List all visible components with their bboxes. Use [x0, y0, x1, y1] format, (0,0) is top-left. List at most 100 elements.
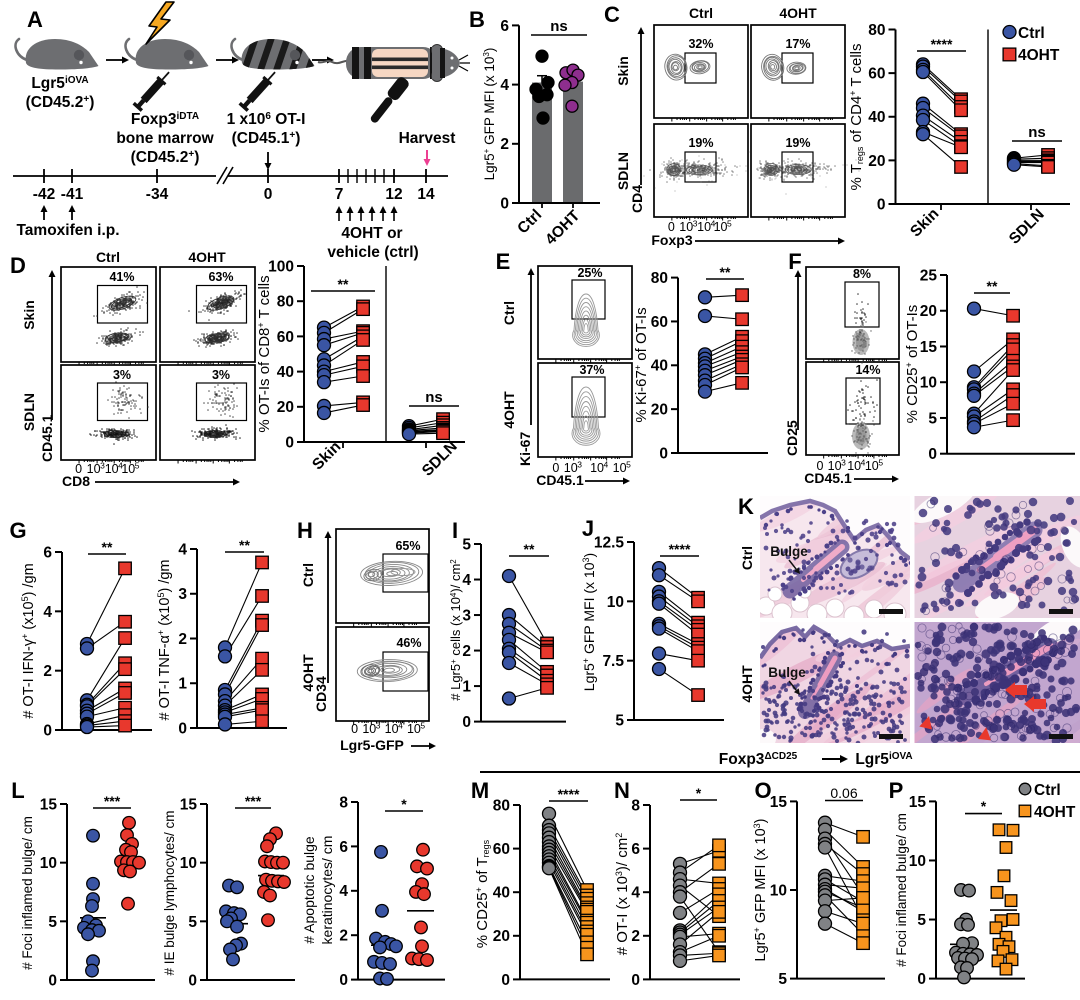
svg-text:5: 5 — [626, 460, 631, 470]
svg-text:CD45.1: CD45.1 — [39, 414, 55, 462]
svg-text:Skin: Skin — [615, 56, 631, 86]
svg-text:4OHT: 4OHT — [739, 665, 755, 703]
svg-text:3: 3 — [577, 460, 582, 470]
svg-text:F: F — [788, 249, 801, 274]
svg-text:1: 1 — [178, 676, 187, 693]
svg-text:0: 0 — [188, 972, 197, 989]
svg-text:7.5: 7.5 — [602, 653, 624, 670]
svg-text:12: 12 — [385, 186, 402, 203]
svg-text:4OHT: 4OHT — [501, 391, 517, 429]
svg-text:20: 20 — [920, 303, 937, 320]
svg-text:Tamoxifen i.p.: Tamoxifen i.p. — [16, 222, 119, 239]
svg-text:40: 40 — [651, 358, 668, 375]
svg-text:6: 6 — [500, 18, 509, 35]
svg-text:46%: 46% — [396, 636, 421, 650]
svg-text:Lgr5-GFP: Lgr5-GFP — [340, 737, 404, 753]
svg-text:CD34: CD34 — [313, 676, 329, 712]
svg-text:2: 2 — [500, 136, 509, 153]
svg-text:0: 0 — [500, 195, 509, 212]
svg-text:60: 60 — [651, 314, 668, 331]
svg-text:5: 5 — [188, 914, 197, 931]
svg-text:Ctrl: Ctrl — [96, 249, 120, 265]
svg-text:# OT-I IFN-γ+ (x105) /gm: # OT-I IFN-γ+ (x105) /gm — [20, 563, 37, 718]
svg-text:10: 10 — [180, 855, 197, 872]
svg-text:2: 2 — [339, 928, 348, 945]
svg-text:# Apoptotic bulge: # Apoptotic bulge — [301, 836, 317, 944]
svg-text:10: 10 — [607, 594, 624, 611]
svg-text:7: 7 — [335, 186, 344, 203]
svg-text:60: 60 — [868, 66, 885, 83]
svg-text:4: 4 — [604, 460, 609, 470]
svg-text:14: 14 — [417, 186, 435, 203]
svg-text:4: 4 — [462, 572, 471, 589]
svg-text:6: 6 — [339, 839, 348, 856]
svg-text:25: 25 — [920, 267, 938, 284]
svg-text:4: 4 — [43, 604, 52, 621]
svg-text:0: 0 — [877, 196, 886, 213]
svg-text:D: D — [10, 253, 26, 278]
svg-text:5: 5 — [928, 410, 937, 427]
svg-text:17%: 17% — [785, 37, 810, 51]
svg-text:10: 10 — [40, 855, 57, 872]
svg-text:0: 0 — [264, 186, 273, 203]
svg-text:SDLN: SDLN — [615, 152, 631, 190]
svg-text:63%: 63% — [208, 270, 233, 284]
svg-text:32%: 32% — [688, 37, 713, 51]
svg-text:B: B — [469, 7, 485, 32]
svg-text:40: 40 — [868, 109, 885, 126]
svg-text:0: 0 — [462, 714, 471, 731]
svg-text:14%: 14% — [855, 363, 880, 377]
svg-text:4OHT or: 4OHT or — [341, 225, 402, 242]
svg-text:3: 3 — [462, 607, 471, 624]
svg-text:ns: ns — [425, 389, 443, 406]
svg-text:E: E — [496, 249, 511, 274]
svg-text:19%: 19% — [688, 136, 713, 150]
svg-text:10: 10 — [613, 461, 627, 475]
svg-text:3%: 3% — [113, 368, 131, 382]
svg-text:60: 60 — [277, 329, 294, 346]
svg-text:15: 15 — [180, 796, 198, 813]
svg-text:10: 10 — [697, 220, 711, 234]
svg-text:5: 5 — [420, 721, 425, 731]
svg-text:15: 15 — [40, 796, 58, 813]
svg-text:4: 4 — [339, 883, 348, 900]
svg-text:Ctrl: Ctrl — [501, 301, 517, 325]
svg-text:80: 80 — [277, 294, 294, 311]
svg-text:Foxp3: Foxp3 — [651, 232, 692, 248]
svg-text:0: 0 — [178, 720, 187, 737]
svg-text:-41: -41 — [61, 186, 84, 203]
svg-text:**: ** — [720, 264, 731, 280]
svg-text:CD4: CD4 — [629, 185, 645, 213]
svg-text:1: 1 — [462, 679, 471, 696]
svg-text:6: 6 — [43, 544, 52, 561]
svg-text:8%: 8% — [853, 267, 871, 281]
svg-text:80: 80 — [651, 270, 668, 287]
svg-text:37%: 37% — [579, 363, 604, 377]
svg-text:-34: -34 — [146, 186, 169, 203]
svg-text:I: I — [452, 518, 458, 543]
svg-text:15: 15 — [920, 339, 938, 356]
svg-text:J: J — [582, 516, 594, 541]
svg-text:# Foci inflamed bulge/ cm: # Foci inflamed bulge/ cm — [20, 816, 35, 970]
svg-text:80: 80 — [868, 22, 885, 39]
svg-text:19%: 19% — [785, 136, 810, 150]
svg-text:***: *** — [245, 793, 262, 809]
svg-text:10: 10 — [590, 461, 604, 475]
svg-text:4OHT: 4OHT — [188, 249, 226, 265]
svg-text:****: **** — [669, 541, 691, 557]
svg-text:L: L — [11, 778, 24, 803]
svg-text:10: 10 — [121, 462, 135, 476]
svg-text:10: 10 — [105, 462, 119, 476]
svg-text:Bulge: Bulge — [768, 665, 806, 680]
svg-text:12.5: 12.5 — [594, 534, 625, 551]
svg-text:0: 0 — [659, 445, 668, 462]
svg-text:# IE bulge lymphocytes/ cm: # IE bulge lymphocytes/ cm — [162, 810, 177, 975]
svg-text:2: 2 — [462, 643, 471, 660]
svg-text:Harvest: Harvest — [399, 130, 456, 147]
svg-text:25%: 25% — [577, 266, 602, 280]
svg-text:CD45.1: CD45.1 — [536, 472, 584, 488]
svg-text:0: 0 — [928, 446, 937, 463]
svg-text:**: ** — [239, 537, 250, 553]
svg-text:0: 0 — [48, 972, 57, 989]
svg-text:4OHT: 4OHT — [779, 5, 817, 21]
